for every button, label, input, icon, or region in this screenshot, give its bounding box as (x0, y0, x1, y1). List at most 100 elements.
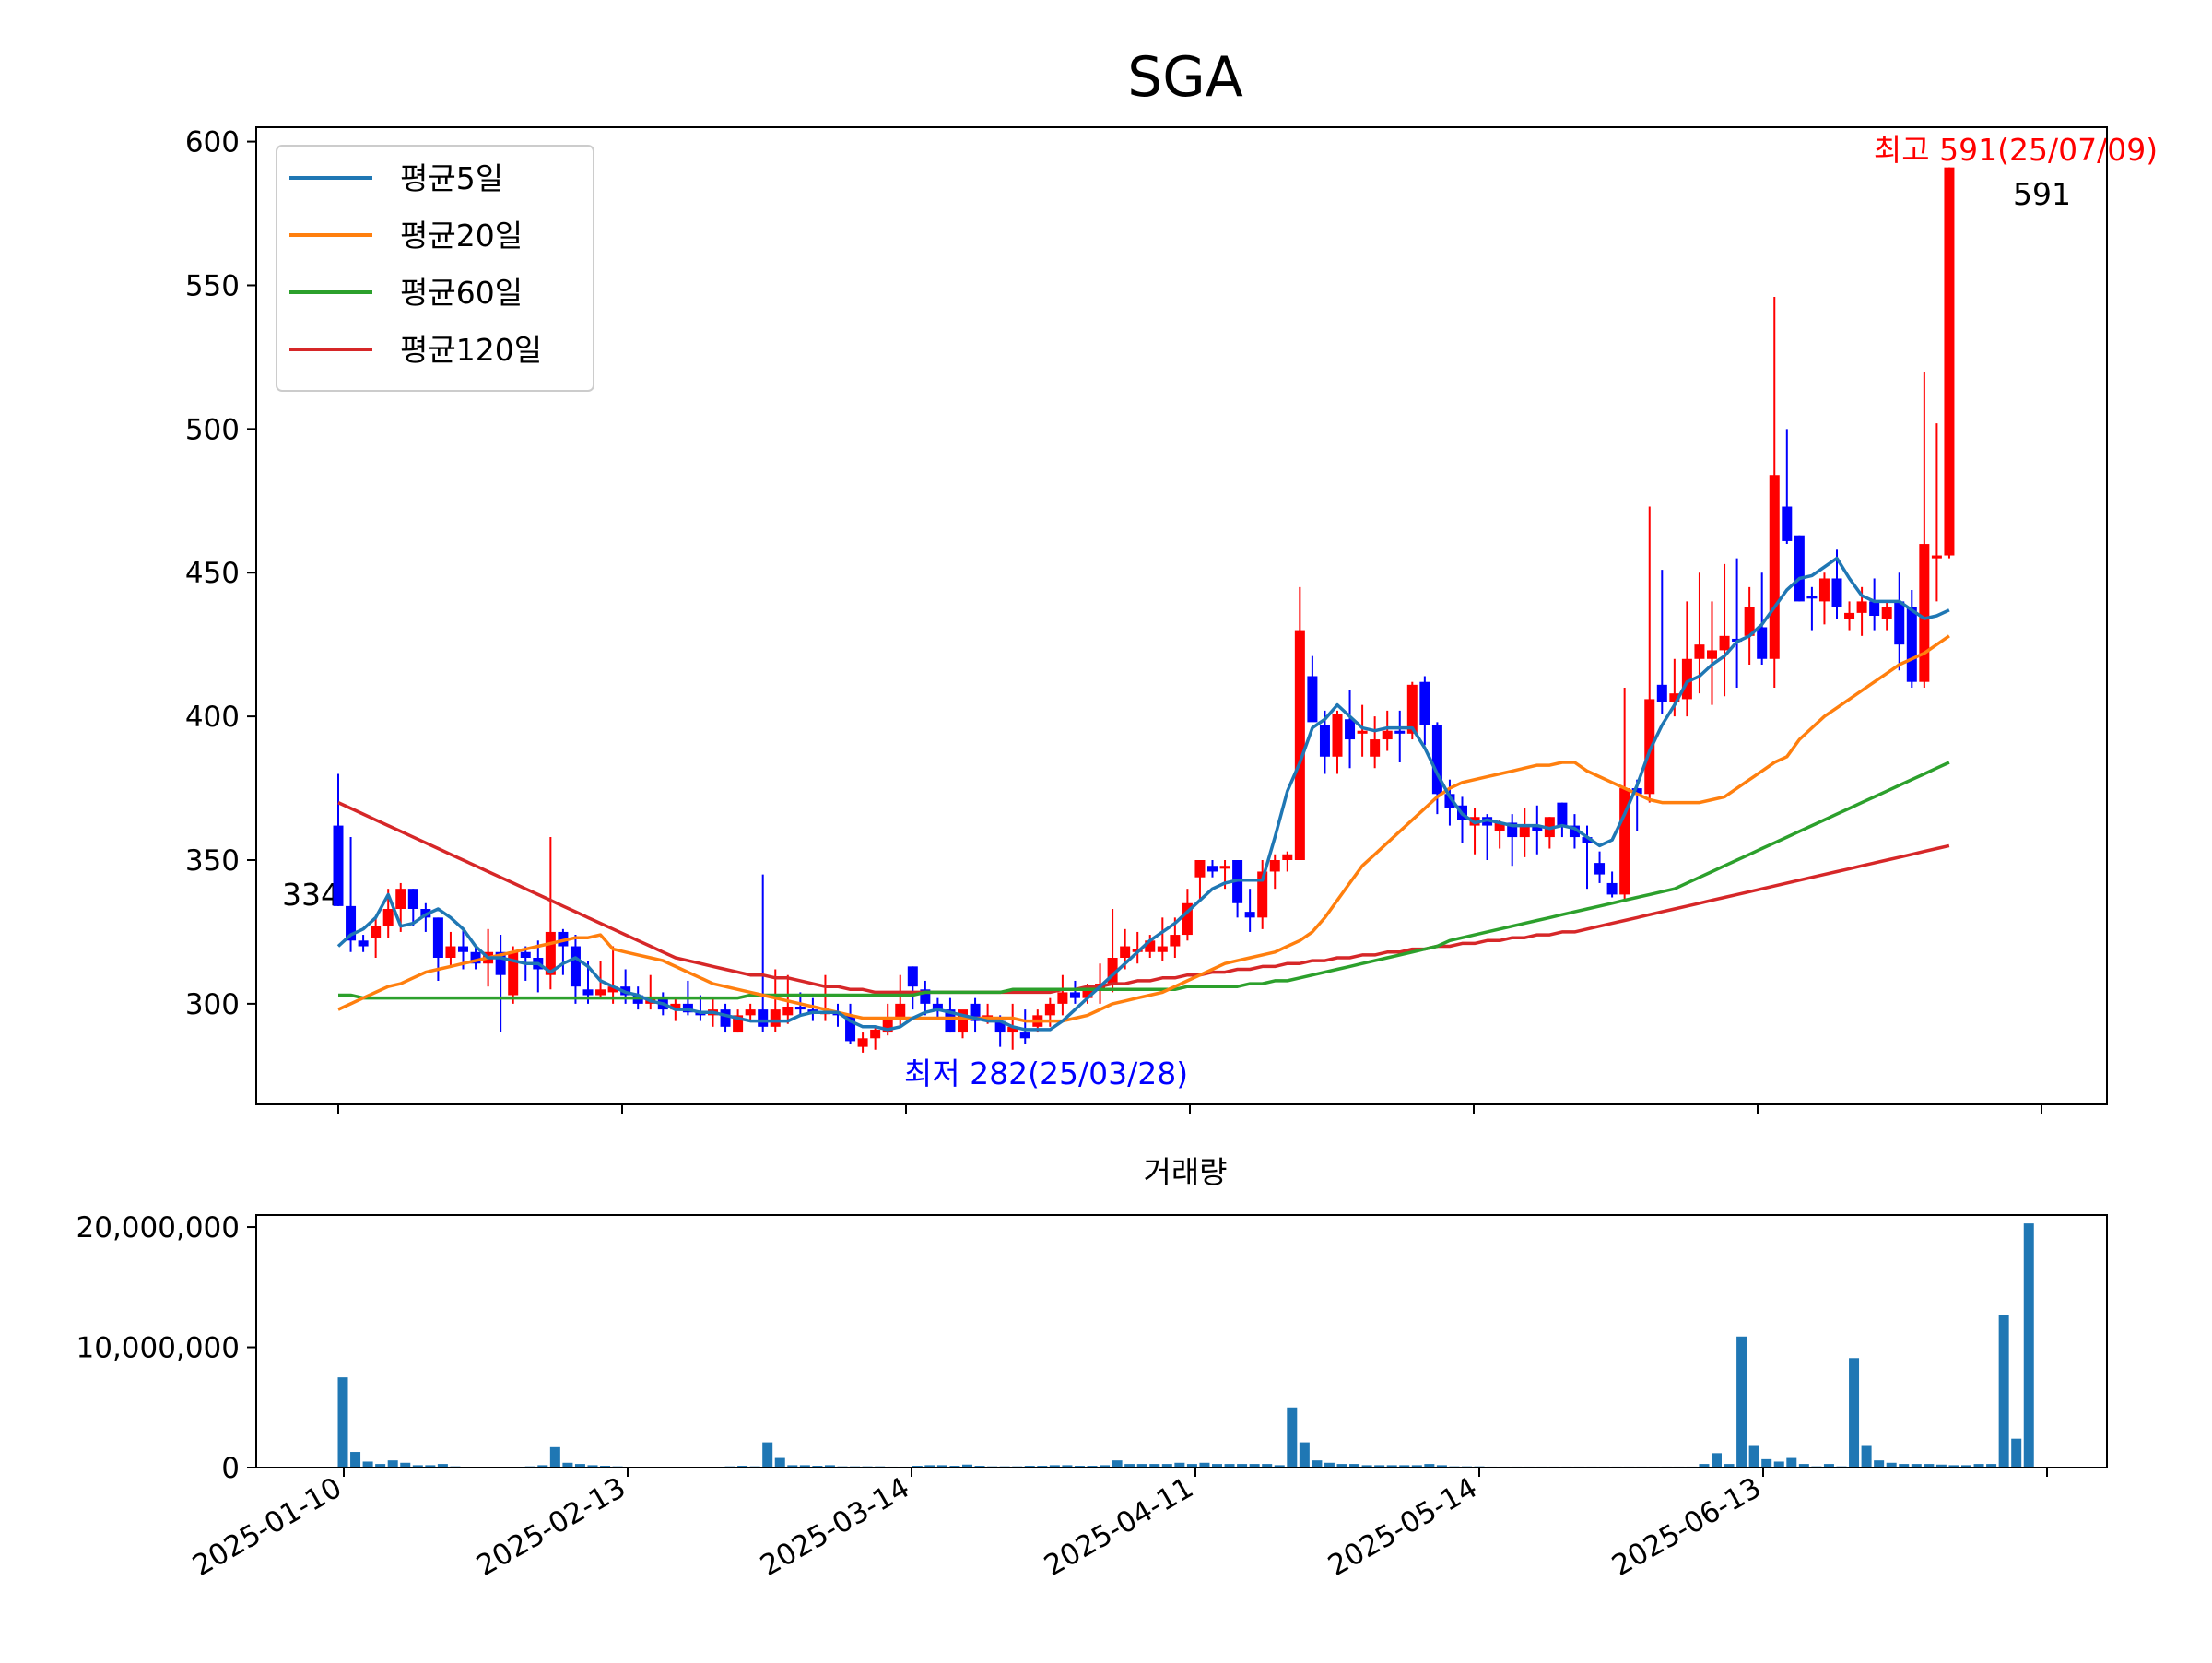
volume-bar (362, 1461, 373, 1468)
volume-bar (1724, 1464, 1735, 1468)
volume-bar (387, 1460, 398, 1468)
candle-body (1382, 730, 1393, 740)
candle-body (1406, 684, 1418, 734)
legend-label-ma120: 평균120일 (400, 332, 542, 368)
volume-bar (1049, 1465, 1060, 1468)
candle-body (445, 946, 456, 958)
candle-body (1107, 958, 1118, 985)
candle-body (595, 989, 606, 996)
volume-bar (799, 1465, 810, 1468)
last-close-label: 591 (2013, 176, 2071, 212)
volume-bar (1823, 1464, 1834, 1468)
volume-bar (1436, 1465, 1447, 1468)
volume-bar (824, 1465, 835, 1468)
legend: 평균5일 평균20일 평균60일 평균120일 (276, 145, 594, 392)
candle-body (432, 917, 443, 958)
candle-body (920, 989, 931, 1004)
price-ytick-label: 450 (185, 557, 240, 590)
candle-body (782, 1007, 794, 1016)
date-tick-label: 2025-05-14 (1323, 1471, 1483, 1583)
candle-body (333, 825, 344, 906)
volume-bar (924, 1465, 935, 1468)
price-ytick-label: 500 (185, 413, 240, 446)
candle-body (371, 926, 382, 938)
candle-body (1644, 699, 1655, 795)
date-tick-label: 2025-06-13 (1606, 1471, 1767, 1583)
candle-body (1606, 882, 1618, 895)
volume-bar (587, 1465, 598, 1468)
volume-bar (1062, 1465, 1073, 1468)
volume-bar (337, 1377, 348, 1468)
candle-body (1681, 658, 1692, 700)
volume-bar (1124, 1464, 1135, 1468)
candle-body (1431, 725, 1442, 795)
candle-body (1757, 627, 1768, 659)
volume-bar (1249, 1464, 1260, 1468)
volume-bar (1998, 1315, 2009, 1468)
legend-label-ma5: 평균5일 (400, 160, 503, 196)
candle-body (1145, 940, 1156, 952)
candle-body (733, 1015, 744, 1033)
candle-body (1194, 860, 1206, 878)
candle-body (1906, 607, 1917, 682)
volume-bar (1773, 1461, 1784, 1468)
volume-bar (1899, 1464, 1910, 1468)
candle-body (1219, 866, 1230, 869)
price-ytick-label: 350 (185, 844, 240, 878)
volume-bar (1336, 1464, 1347, 1468)
candle-body (1519, 825, 1530, 838)
date-tick-label: 2025-03-14 (755, 1471, 915, 1583)
candle-body (1919, 544, 1930, 682)
volume-bar (1798, 1464, 1809, 1468)
volume-bar (1112, 1460, 1123, 1468)
candle-body (1707, 650, 1717, 659)
volume-bar (1924, 1464, 1935, 1468)
candle-body (470, 951, 481, 964)
candle-body (1307, 676, 1318, 723)
candle-body (1082, 989, 1093, 998)
candle-body (907, 966, 918, 987)
volume-bar (1186, 1464, 1197, 1468)
ma20-line (337, 634, 1950, 1023)
volume-bar (1874, 1460, 1885, 1468)
volume-bar (1424, 1464, 1435, 1468)
candle-body (1419, 681, 1430, 725)
price-ytick-label: 550 (185, 269, 240, 302)
volume-bar (1936, 1464, 1947, 1468)
volume-bar (1274, 1465, 1285, 1468)
candle-body (346, 905, 357, 941)
volume-bar (1849, 1358, 1860, 1468)
volume-bar (1748, 1445, 1759, 1468)
volume-bar (1973, 1464, 1984, 1468)
volume-bar (1712, 1453, 1722, 1468)
candle-body (770, 1009, 781, 1027)
candle-body (1044, 1003, 1055, 1016)
candle-body (1370, 739, 1381, 757)
candle-body (582, 989, 594, 996)
candle-body (1744, 607, 1755, 636)
candle-body (870, 1029, 881, 1039)
candle-body (1831, 578, 1842, 607)
legend-label-ma60: 평균60일 (400, 275, 523, 311)
candle-body (1569, 825, 1580, 838)
candle-body (1332, 714, 1343, 757)
high-annotation: 최고 591(25/07/09) (1874, 132, 2158, 168)
volume-bar (774, 1457, 785, 1468)
candle-body (545, 931, 556, 975)
volume-ytick-label: 0 (221, 1452, 240, 1485)
candle-body (1582, 837, 1593, 843)
price-ytick-label: 400 (185, 701, 240, 734)
candle-body (1120, 946, 1131, 958)
volume-bar (1299, 1442, 1310, 1468)
candle-body (358, 940, 369, 947)
candle-body (1507, 822, 1518, 838)
volume-bar (549, 1446, 560, 1468)
candle-body (1257, 871, 1268, 918)
candle-body (495, 951, 506, 975)
volume-bar (1161, 1464, 1172, 1468)
candle-body (1619, 788, 1630, 895)
volume-plot-frame (255, 1214, 2108, 1468)
candle-body (845, 1015, 856, 1042)
